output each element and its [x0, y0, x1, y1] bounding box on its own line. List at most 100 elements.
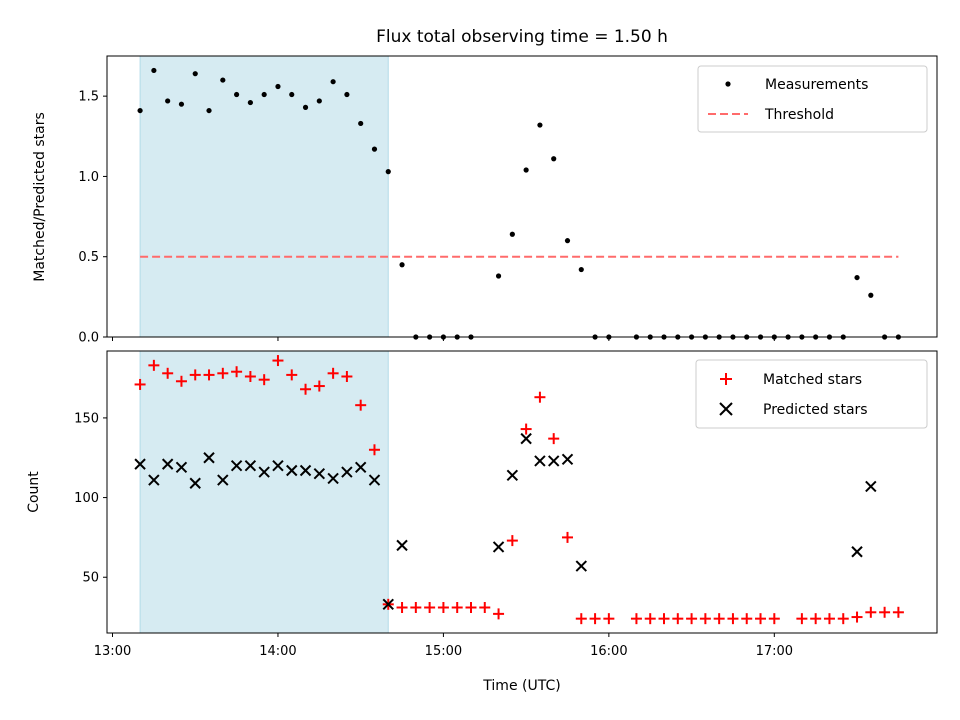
predicted-point [534, 455, 546, 467]
matched-point [603, 613, 615, 625]
predicted-point [217, 474, 229, 486]
top-y-axis-label: Matched/Predicted stars [32, 112, 48, 282]
bottom-axes-frame [106, 350, 938, 634]
measurement-point [523, 167, 529, 173]
matched-point [892, 606, 904, 618]
predicted-point [548, 455, 560, 467]
matched-point [768, 613, 780, 625]
bottom-y-tick-label: 50 [82, 571, 99, 586]
top-y-tick-label: 0.5 [78, 250, 99, 265]
measurement-point [220, 77, 226, 83]
bottom-shaded-region [139, 350, 389, 634]
predicted-point [865, 480, 877, 493]
top-legend: Measurements Threshold [697, 65, 928, 133]
matched-point [520, 423, 532, 435]
matched-point [244, 370, 256, 382]
matched-point [548, 433, 560, 445]
matched-point [258, 374, 270, 386]
legend-matched-label: Matched stars [763, 372, 862, 388]
measurement-point [564, 238, 571, 244]
predicted-point [313, 467, 326, 480]
top-y-tick-label: 1.0 [78, 170, 99, 185]
measurement-point [868, 292, 874, 298]
matched-point [796, 613, 808, 625]
matched-point [658, 613, 670, 625]
measurement-point [578, 266, 584, 273]
predicted-point [492, 541, 505, 553]
matched-point [341, 370, 353, 382]
bottom-y-tick-label: 150 [74, 411, 99, 426]
predicted-point [258, 466, 270, 478]
predicted-point [506, 469, 519, 481]
legend-measurements-marker [725, 81, 731, 87]
matched-point [879, 606, 891, 618]
x-tick-label: 17:00 [756, 644, 793, 659]
measurement-point [137, 107, 143, 114]
x-axis-label: Time (UTC) [482, 678, 560, 694]
bottom-y-tick-label: 100 [74, 491, 99, 506]
x-tick-label: 13:00 [94, 644, 131, 659]
measurement-point [192, 71, 198, 77]
bottom-legend: Matched stars Predicted stars [695, 359, 928, 429]
matched-point [865, 606, 877, 618]
matched-point [451, 602, 463, 614]
predicted-point [368, 474, 381, 486]
measurement-point [151, 67, 157, 74]
measurement-point [854, 274, 860, 281]
matched-point [561, 531, 573, 543]
matched-point [437, 602, 449, 614]
predicted-point [396, 539, 408, 552]
legend-matched-marker [720, 373, 732, 385]
matched-point [175, 375, 187, 387]
measurement-point [275, 83, 281, 90]
predicted-point [244, 460, 257, 472]
matched-point [424, 602, 436, 614]
measurement-point [385, 169, 391, 175]
measurement-point [261, 91, 267, 98]
top-axes-frame [106, 55, 938, 338]
x-tick-label: 16:00 [590, 644, 627, 659]
matched-point [575, 613, 587, 625]
x-tick-label: 15:00 [425, 644, 462, 659]
matched-point [699, 613, 711, 625]
measurement-point [371, 146, 378, 152]
matched-point [272, 355, 284, 367]
matched-point [727, 613, 739, 625]
legend-measurements-label: Measurements [765, 77, 868, 93]
matched-point [355, 399, 367, 411]
matched-point [479, 602, 491, 614]
measurement-point [344, 91, 350, 98]
measurement-point [178, 101, 185, 107]
matched-point [686, 613, 698, 625]
measurement-point [302, 104, 309, 110]
chart-title: Flux total observing time = 1.50 h [376, 27, 668, 47]
predicted-point [272, 460, 284, 472]
predicted-point [327, 472, 339, 485]
predicted-point [382, 598, 394, 611]
measurement-point [330, 79, 336, 85]
predicted-point [161, 458, 174, 470]
measurement-point [206, 107, 212, 114]
matched-point [396, 602, 408, 614]
top-y-tick-label: 1.5 [78, 90, 99, 105]
measurement-point [289, 91, 295, 98]
measurement-point [495, 273, 502, 279]
matched-point [851, 611, 863, 623]
matched-point [755, 613, 767, 625]
matched-point [327, 367, 339, 379]
matched-point [672, 613, 684, 625]
matched-point [589, 613, 601, 625]
predicted-point [148, 474, 160, 486]
matched-point [837, 613, 849, 625]
predicted-point [230, 460, 243, 472]
measurement-point [247, 99, 253, 106]
predicted-point [299, 464, 312, 477]
predicted-point [189, 477, 201, 489]
measurement-point [509, 231, 515, 237]
predicted-point [341, 466, 353, 478]
matched-point [203, 369, 215, 381]
matched-point [506, 535, 518, 547]
matched-point [368, 444, 380, 456]
matched-point [313, 380, 325, 392]
